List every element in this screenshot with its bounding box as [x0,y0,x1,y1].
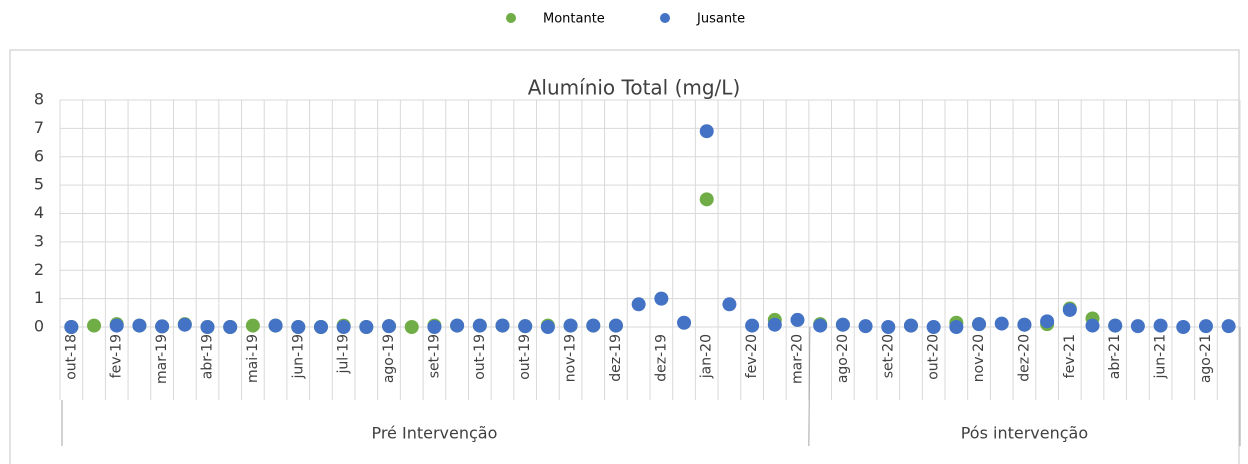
x-tick-label: out-18 [63,334,79,380]
group-label: Pré Intervenção [371,424,497,443]
y-tick-label: 6 [34,146,44,165]
data-point [1130,319,1145,334]
y-tick-label: 8 [34,90,44,109]
data-point [767,317,782,332]
data-point [994,316,1009,331]
x-tick-label: out-20 [926,334,942,380]
x-tick-label: mai-19 [245,334,261,383]
data-point [1040,314,1055,329]
x-tick-label: dez-20 [1016,334,1032,382]
data-point [1085,318,1100,333]
data-point [1198,319,1213,334]
y-tick-label: 3 [34,231,44,250]
data-point [813,318,828,333]
data-point [835,317,850,332]
legend-label: Montante [543,12,605,27]
data-point [926,320,941,334]
data-point [245,318,260,333]
data-point [1062,302,1077,317]
data-point [404,320,419,334]
legend-label: Jusante [696,12,745,27]
x-tick-label: ago-19 [381,334,397,383]
data-point [699,124,714,139]
x-tick-label: fev-21 [1062,334,1078,378]
data-point [495,318,510,333]
data-point [631,297,646,312]
data-point [1221,319,1236,334]
data-point [677,315,692,330]
x-tick-label: abr-21 [1107,334,1123,379]
x-tick-label: dez-19 [653,334,669,382]
data-point [790,312,805,327]
data-point [427,320,442,334]
x-tick-label: mar-20 [790,334,806,384]
data-point [1153,318,1168,333]
data-point [177,317,192,332]
data-point [1017,317,1032,332]
data-point [745,318,760,333]
data-point [64,320,79,334]
x-tick-label: jul-19 [336,334,352,375]
x-tick-label: fev-19 [109,334,125,378]
data-point [382,319,397,334]
y-tick-label: 4 [34,203,44,222]
data-point [563,318,578,333]
y-tick-label: 2 [34,260,44,279]
data-point [268,318,283,333]
y-tick-label: 1 [34,288,44,307]
data-point [450,318,465,333]
x-tick-label: fev-20 [744,334,760,378]
data-point [540,320,555,334]
x-tick-label: nov-19 [563,334,579,382]
data-point [291,320,306,334]
data-point [881,320,896,334]
data-point [586,318,601,333]
data-point [699,192,714,207]
x-tick-label: dez-19 [608,334,624,382]
legend-marker [506,13,516,23]
legend-marker [660,13,670,23]
data-point [654,291,669,306]
chart-frame [9,49,1240,464]
x-tick-label: ago-21 [1198,334,1214,383]
x-tick-label: set-20 [880,334,896,378]
data-point [109,318,124,333]
data-point [223,320,238,334]
x-tick-label: out-19 [517,334,533,380]
y-tick-label: 5 [34,175,44,194]
data-point [359,320,374,334]
data-point [1108,318,1123,333]
data-point [1176,320,1191,334]
data-point [132,318,147,333]
x-tick-label: set-19 [426,334,442,378]
data-point [155,319,170,334]
y-tick-label: 7 [34,118,44,137]
data-point [200,320,215,334]
data-point [972,317,987,332]
data-point [336,320,351,334]
data-point [313,320,328,334]
group-label: Pós intervenção [961,424,1088,443]
group-divider [808,326,811,447]
data-point [858,319,873,334]
x-tick-label: jan-20 [699,334,715,379]
x-tick-label: nov-20 [971,334,987,382]
data-point [949,320,964,334]
x-tick-label: out-19 [472,334,488,380]
x-tick-label: abr-19 [200,334,216,379]
data-point [722,297,737,312]
x-tick-label: ago-20 [835,334,851,383]
data-point [608,318,623,333]
data-point [903,318,918,333]
data-point [87,318,102,333]
x-tick-label: mar-19 [154,334,170,384]
chart-title: Alumínio Total (mg/L) [528,76,741,100]
data-point [472,318,487,333]
x-tick-label: jun-21 [1153,334,1169,380]
data-point [518,319,533,334]
x-tick-label: jun-19 [290,334,306,380]
y-tick-label: 0 [34,317,44,336]
